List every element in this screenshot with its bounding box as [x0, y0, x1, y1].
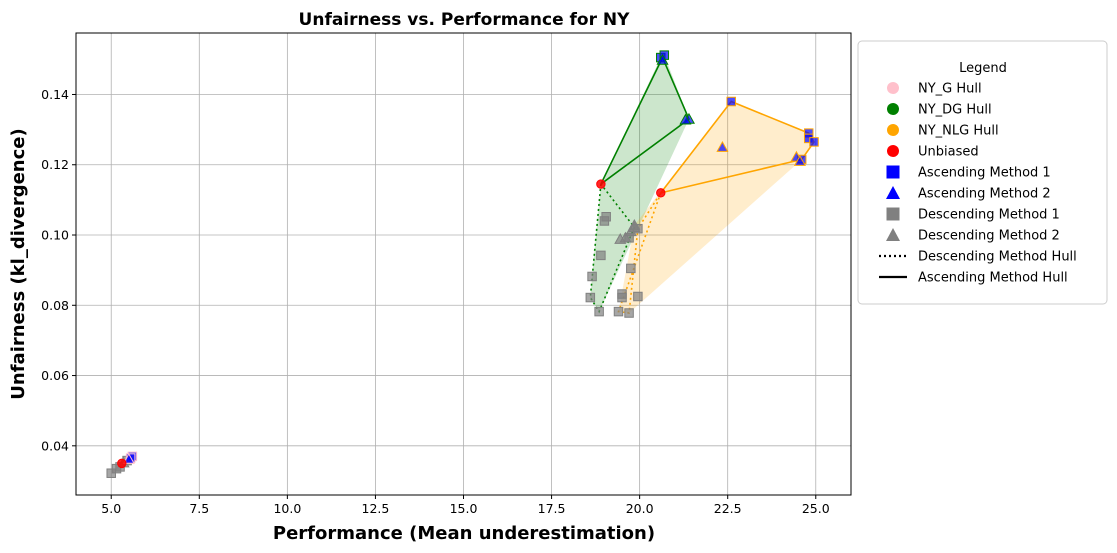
- legend-entry-ascending-method-2-label: Ascending Method 2: [918, 187, 1051, 202]
- ny-g-unbiased-point: [117, 458, 127, 469]
- legend-entry-ny-g-hull-marker: [887, 82, 899, 94]
- legend-entry-ny-dg-hull: NY_DG Hull: [887, 103, 992, 118]
- ny-dg-descending-m1-point: [601, 211, 611, 222]
- legend-entry-ny-dg-hull-label: NY_DG Hull: [918, 103, 992, 118]
- ny-dg-descending-m1-point: [585, 292, 596, 303]
- y-axis-label: Unfairness (kl_divergence): [8, 128, 29, 399]
- x-axis-label: Performance (Mean underestimation): [273, 523, 655, 544]
- legend-entry-descending-method-hull-label: Descending Method Hull: [918, 250, 1077, 265]
- legend-entry-ny-nlg-hull: NY_NLG Hull: [887, 124, 999, 139]
- ny-dg-descending-m1-point: [587, 271, 597, 282]
- legend-entries: NY_G Hull NY_DG Hull NY_NLG Hull Unbiased As…: [879, 82, 1077, 286]
- y-tick-label: 0.12: [41, 157, 69, 172]
- x-tick-label: 15.0: [450, 501, 478, 516]
- ny-dg-ascending-m2-point: [679, 113, 692, 125]
- legend-entry-ny-g-hull-label: NY_G Hull: [918, 82, 982, 97]
- legend-entry-descending-method-hull: Descending Method Hull: [879, 250, 1077, 265]
- x-tick-label: 5.0: [101, 501, 121, 516]
- ny-nlg-descending-m2-point: [628, 218, 641, 230]
- grid-lines: [76, 33, 851, 495]
- ny-nlg-unbiased-point: [656, 188, 666, 198]
- ny-nlg-ascending-m1-point: [726, 96, 736, 107]
- legend-entry-unbiased: Unbiased: [887, 145, 979, 160]
- x-tick-label: 22.5: [714, 501, 742, 516]
- y-tick-label: 0.08: [41, 298, 69, 313]
- ny-nlg-descending-m1-point: [626, 263, 636, 274]
- hull-lines: [110, 55, 815, 474]
- x-tick-label: 7.5: [189, 501, 209, 516]
- legend-entry-ny-g-hull: NY_G Hull: [887, 82, 982, 97]
- legend-entry-ascending-method-2: Ascending Method 2: [886, 186, 1051, 202]
- ny-dg-descending-m1-point: [594, 306, 604, 317]
- legend-entry-ascending-method-1-label: Ascending Method 1: [918, 166, 1051, 181]
- chart-title: Unfairness vs. Performance for NY: [299, 10, 631, 30]
- legend-entry-unbiased-label: Unbiased: [918, 145, 979, 160]
- legend-entry-descending-method-1: Descending Method 1: [886, 207, 1060, 223]
- legend-entry-unbiased-marker: [887, 145, 899, 157]
- ny-nlg-descending-m1-point: [613, 306, 624, 317]
- y-tick-label: 0.14: [41, 87, 69, 102]
- legend-entry-descending-method-1-marker: [886, 207, 900, 221]
- legend: Legend NY_G Hull NY_DG Hull NY_NLG Hull Unb…: [857, 40, 1108, 305]
- legend-entry-ascending-method-hull: Ascending Method Hull: [879, 271, 1068, 286]
- y-tick-label: 0.10: [41, 228, 69, 243]
- ny-nlg-ascending-m2-point: [793, 155, 806, 166]
- legend-entry-ascending-method-2-marker: [886, 186, 900, 199]
- ny-dg-hull-fill: [590, 55, 689, 312]
- legend-entry-descending-method-2: Descending Method 2: [886, 228, 1060, 244]
- legend-entry-descending-method-1-label: Descending Method 1: [918, 208, 1060, 223]
- legend-entry-ny-nlg-hull-marker: [887, 124, 899, 136]
- legend-entry-ny-nlg-hull-label: NY_NLG Hull: [918, 124, 999, 139]
- ny-nlg-ascending-m2-point: [716, 140, 729, 152]
- y-tick-label: 0.04: [41, 438, 69, 453]
- legend-entry-ascending-method-1-marker: [886, 165, 900, 179]
- legend-entry-ascending-method-hull-label: Ascending Method Hull: [918, 271, 1068, 286]
- ny-nlg-ascending-m1-point: [809, 137, 819, 147]
- legend-entry-descending-method-2-label: Descending Method 2: [918, 229, 1060, 244]
- ny-nlg-descending-m1-point: [624, 308, 634, 318]
- ny-dg-descending-m1-point: [596, 250, 606, 261]
- ny-g-ascending-m2-point: [122, 452, 135, 464]
- ny-dg-descending-m2-point: [619, 231, 632, 243]
- x-tick-label: 25.0: [802, 501, 830, 516]
- ny-dg-unbiased-point: [596, 179, 606, 189]
- data-markers: [106, 50, 819, 478]
- ny-nlg-descending-m1-point: [633, 291, 643, 302]
- legend-entry-descending-method-2-marker: [886, 228, 900, 241]
- legend-title: Legend: [959, 61, 1007, 76]
- x-tick-label: 12.5: [362, 501, 390, 516]
- y-tick-label: 0.06: [41, 368, 69, 383]
- legend-entry-ascending-method-1: Ascending Method 1: [886, 165, 1051, 181]
- legend-entry-ny-dg-hull-marker: [887, 103, 899, 115]
- ny-dg-ascending-hull-line: [600, 55, 690, 185]
- ny-nlg-descending-m1-point: [617, 289, 627, 299]
- x-tick-label: 20.0: [626, 501, 654, 516]
- ny-dg-ascending-m2-point: [656, 53, 669, 65]
- ny-nlg-hull-fill: [618, 101, 815, 314]
- hull-fills: [111, 55, 815, 474]
- axis-ticks: 5.0 7.5 10.0 12.5 15.0 17.5 20.0 22.5 25.0 0.04 0.…: [41, 87, 830, 516]
- x-tick-label: 17.5: [538, 501, 566, 516]
- legend-box: [857, 40, 1108, 305]
- x-tick-label: 10.0: [273, 501, 301, 516]
